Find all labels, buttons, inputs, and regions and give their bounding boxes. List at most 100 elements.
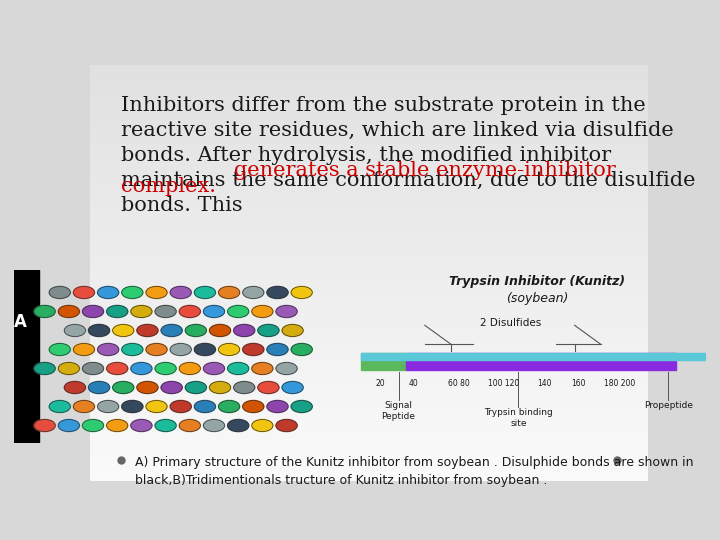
Bar xyxy=(90,268,648,273)
Circle shape xyxy=(146,343,167,355)
Circle shape xyxy=(282,325,303,336)
Bar xyxy=(90,352,648,356)
Circle shape xyxy=(64,325,86,336)
Bar xyxy=(90,302,648,306)
Circle shape xyxy=(276,306,297,318)
Text: 180 200: 180 200 xyxy=(604,379,635,388)
Text: 20: 20 xyxy=(375,379,384,388)
Circle shape xyxy=(98,401,119,413)
Bar xyxy=(90,389,648,393)
Bar xyxy=(361,353,706,360)
Circle shape xyxy=(267,401,288,413)
Circle shape xyxy=(49,343,71,355)
Circle shape xyxy=(89,381,109,394)
Bar xyxy=(90,114,648,119)
Bar xyxy=(90,168,648,173)
Circle shape xyxy=(291,343,312,355)
Bar xyxy=(90,219,648,223)
Text: Signal
Peptide: Signal Peptide xyxy=(382,401,415,421)
Circle shape xyxy=(107,362,128,375)
Circle shape xyxy=(131,362,152,375)
Bar xyxy=(90,327,648,331)
Circle shape xyxy=(228,420,249,431)
Bar xyxy=(90,73,648,77)
Bar xyxy=(90,410,648,414)
Bar xyxy=(90,472,648,476)
Circle shape xyxy=(146,401,167,413)
Circle shape xyxy=(83,362,104,375)
Circle shape xyxy=(98,286,119,299)
Bar xyxy=(90,119,648,123)
Circle shape xyxy=(258,381,279,394)
Bar xyxy=(90,364,648,368)
Circle shape xyxy=(107,420,128,431)
Text: A) Primary structure of the Kunitz inhibitor from soybean . Disulphide bonds are: A) Primary structure of the Kunitz inhib… xyxy=(135,456,693,487)
Bar xyxy=(90,443,648,447)
Bar xyxy=(361,353,406,370)
Bar xyxy=(90,156,648,160)
Bar xyxy=(90,476,648,481)
Circle shape xyxy=(58,362,79,375)
Bar xyxy=(90,427,648,431)
Circle shape xyxy=(107,306,128,318)
Bar xyxy=(90,373,648,377)
Bar xyxy=(90,260,648,265)
Bar xyxy=(90,140,648,144)
Bar xyxy=(90,298,648,302)
Circle shape xyxy=(113,325,134,336)
Circle shape xyxy=(122,286,143,299)
Bar xyxy=(90,194,648,198)
Circle shape xyxy=(58,420,79,431)
Bar xyxy=(90,181,648,185)
Circle shape xyxy=(194,401,215,413)
Text: 2 Disulfides: 2 Disulfides xyxy=(480,319,541,328)
Circle shape xyxy=(73,286,94,299)
Text: 160: 160 xyxy=(571,379,585,388)
Circle shape xyxy=(122,343,143,355)
Bar xyxy=(90,348,648,352)
Bar xyxy=(90,252,648,256)
Circle shape xyxy=(161,381,182,394)
Circle shape xyxy=(34,420,55,431)
Bar xyxy=(90,148,648,152)
Bar xyxy=(90,464,648,468)
Circle shape xyxy=(34,306,55,318)
Bar xyxy=(90,431,648,435)
Circle shape xyxy=(83,420,104,431)
Circle shape xyxy=(258,325,279,336)
Circle shape xyxy=(155,306,176,318)
Bar xyxy=(90,322,648,327)
Bar xyxy=(90,185,648,190)
Bar xyxy=(90,123,648,127)
Circle shape xyxy=(252,362,273,375)
Circle shape xyxy=(98,343,119,355)
Circle shape xyxy=(131,420,152,431)
Bar xyxy=(90,281,648,285)
Bar xyxy=(90,439,648,443)
Circle shape xyxy=(228,362,249,375)
Bar xyxy=(90,343,648,348)
Bar xyxy=(90,368,648,373)
Bar xyxy=(90,165,648,168)
Bar xyxy=(90,256,648,260)
Circle shape xyxy=(194,286,215,299)
Circle shape xyxy=(276,420,297,431)
Text: Propeptide: Propeptide xyxy=(644,401,693,410)
Text: Inhibitors differ from the substrate protein in the
reactive site residues, whic: Inhibitors differ from the substrate pro… xyxy=(121,96,696,215)
Bar xyxy=(90,385,648,389)
Bar xyxy=(90,106,648,111)
Circle shape xyxy=(219,286,240,299)
Circle shape xyxy=(49,286,71,299)
Circle shape xyxy=(131,306,152,318)
Bar xyxy=(90,377,648,381)
Bar xyxy=(90,289,648,294)
Circle shape xyxy=(276,362,297,375)
Bar xyxy=(90,77,648,82)
Circle shape xyxy=(219,343,240,355)
Bar xyxy=(90,306,648,310)
Bar xyxy=(90,173,648,177)
Bar xyxy=(90,456,648,460)
Bar xyxy=(90,406,648,410)
Circle shape xyxy=(73,401,94,413)
Bar xyxy=(90,177,648,181)
